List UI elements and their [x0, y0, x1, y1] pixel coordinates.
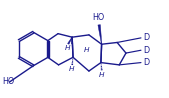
Text: H: H	[84, 47, 90, 53]
Polygon shape	[98, 25, 102, 44]
Text: H: H	[99, 72, 105, 78]
Text: H: H	[65, 45, 70, 51]
Text: D: D	[143, 46, 149, 55]
Text: D: D	[143, 33, 149, 42]
Text: D: D	[143, 58, 149, 67]
Text: HO: HO	[92, 13, 104, 22]
Polygon shape	[71, 37, 73, 44]
Text: HO: HO	[2, 78, 14, 87]
Text: H: H	[69, 66, 74, 72]
Polygon shape	[68, 37, 72, 44]
